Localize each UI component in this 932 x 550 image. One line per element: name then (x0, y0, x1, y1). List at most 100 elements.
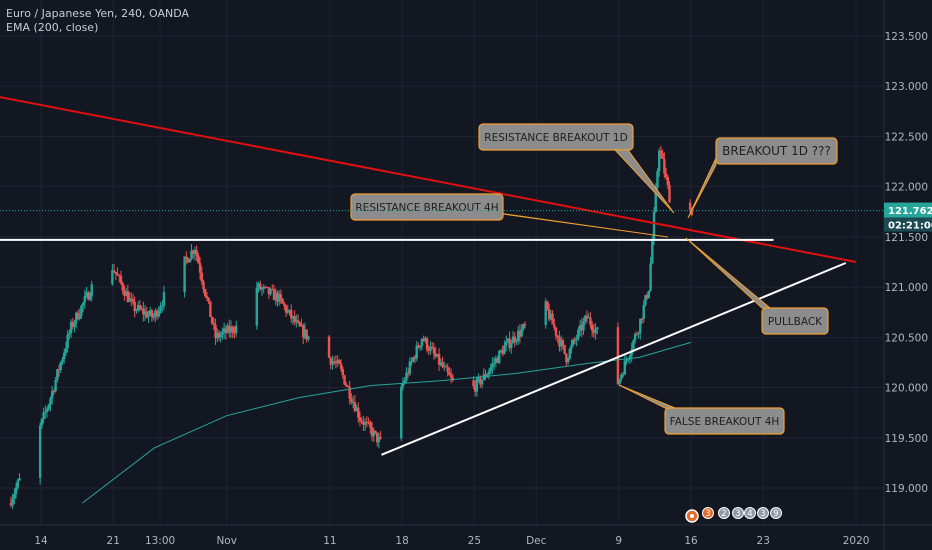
candle-body (439, 362, 443, 365)
candle-body (633, 334, 637, 341)
annotation-label: RESISTANCE BREAKOUT 4H (355, 202, 498, 214)
candle-body (635, 334, 639, 336)
event-marker-icon[interactable] (770, 507, 782, 519)
candle-body (403, 380, 406, 383)
candle-body (343, 375, 346, 385)
annotation-resistance-1d[interactable]: RESISTANCE BREAKOUT 1D (478, 123, 675, 214)
event-marker-count: 9 (773, 509, 778, 519)
candle-body (379, 436, 382, 439)
candle-body (186, 258, 190, 263)
candle-body (503, 345, 506, 355)
event-marker-count: 3 (735, 509, 740, 519)
x-tick-label: Dec (526, 535, 547, 547)
candle-body (443, 366, 446, 368)
candle-body (358, 417, 362, 421)
candle-body (332, 361, 336, 363)
trendline-white-ascending-support[interactable] (381, 262, 847, 456)
candle-body (49, 398, 52, 405)
candle-body (518, 330, 522, 337)
candle-body (487, 371, 491, 375)
annotation-pullback[interactable]: PULLBACK (685, 237, 829, 335)
event-marker-icon[interactable] (757, 507, 769, 519)
event-marker-icon[interactable] (702, 507, 714, 519)
candle-body (226, 325, 229, 334)
candle-body (491, 363, 494, 368)
candle-body (561, 340, 565, 345)
candle-body (372, 430, 375, 437)
candle-body (377, 436, 381, 443)
candle-body (119, 275, 123, 283)
y-tick-label: 119.000 (885, 483, 928, 495)
candle-body (585, 315, 589, 318)
candle-body (90, 284, 93, 297)
candle-body (276, 292, 279, 302)
candle-body (418, 345, 422, 348)
candle-body (54, 379, 57, 392)
event-marker-icon[interactable] (744, 507, 756, 519)
candle-body (42, 412, 45, 420)
candle-body (222, 328, 226, 332)
candle-body (501, 350, 504, 355)
candle-body (219, 334, 222, 338)
candle-body (159, 307, 162, 311)
candle-body (620, 374, 623, 379)
candle-body (427, 349, 430, 351)
candle-body (288, 309, 291, 311)
x-tick-label: 9 (615, 535, 622, 547)
legend-symbol: Euro / Japanese Yen, 240, OANDA (6, 7, 190, 20)
candle-body (522, 324, 525, 330)
candle-body (484, 374, 487, 378)
x-tick-label: 21 (107, 535, 120, 547)
candle-body (499, 350, 503, 352)
candle-body (296, 320, 300, 323)
candle-body (494, 358, 498, 363)
grid (0, 0, 884, 525)
annotations[interactable]: RESISTANCE BREAKOUT 1D BREAKOUT 1D ??? RES… (350, 123, 838, 435)
candle-body (214, 324, 217, 339)
candle-body (111, 270, 114, 285)
annotation-box (715, 137, 838, 165)
candle-body (645, 295, 649, 298)
candle-body (448, 372, 451, 376)
candle-body (446, 367, 449, 373)
trendlines[interactable] (0, 79, 857, 456)
candle-body (154, 310, 157, 317)
candle-body (207, 297, 210, 302)
event-marker-icon[interactable] (718, 507, 730, 519)
candle-body (341, 368, 344, 376)
candle-body (71, 321, 75, 327)
candle-body (374, 430, 377, 433)
candle-body (216, 332, 219, 339)
candle-body (198, 263, 202, 273)
annotation-label: RESISTANCE BREAKOUT 1D (484, 132, 627, 144)
candle-body (429, 346, 432, 351)
trendline-red-descending-resistance[interactable] (0, 79, 857, 263)
ema-200-line[interactable] (81, 341, 692, 504)
candle-body (303, 329, 307, 338)
candle-body (417, 345, 420, 348)
annotation-breakout-1d[interactable]: BREAKOUT 1D ??? (687, 137, 838, 219)
candle-body (279, 294, 283, 299)
candle-body (637, 333, 640, 335)
candle-body (286, 310, 289, 313)
event-marker-icon[interactable] (732, 507, 744, 519)
annotation-false-breakout-4h[interactable]: FALSE BREAKOUT 4H (618, 384, 785, 435)
event-marker-count: 4 (747, 509, 752, 519)
candle-body (75, 312, 78, 323)
candle-body (663, 158, 666, 174)
candle-body (52, 391, 56, 393)
candle-body (305, 329, 308, 340)
candle-body (331, 361, 334, 365)
candle-body (133, 301, 136, 312)
candle-body (357, 407, 360, 418)
y-tick-label: 123.000 (885, 81, 928, 93)
candle-body (231, 326, 234, 333)
candle-body (546, 301, 549, 310)
candle-body (59, 362, 62, 371)
candle-body (627, 359, 630, 361)
candle-body (400, 386, 403, 439)
candle-body (355, 407, 358, 412)
candle-body (155, 310, 159, 317)
